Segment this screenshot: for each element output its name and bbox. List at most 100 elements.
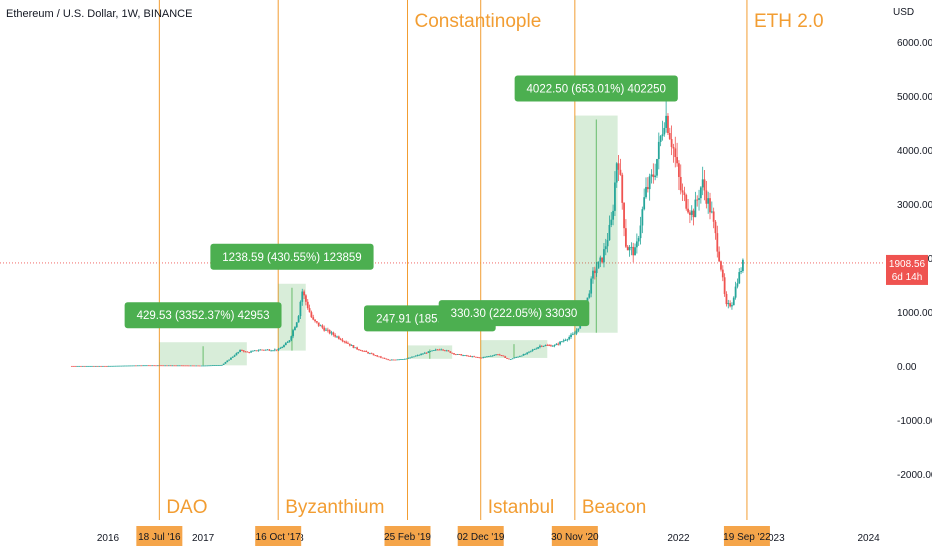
candle-body: [403, 358, 406, 360]
candle-body: [504, 356, 507, 358]
candle-body: [725, 293, 728, 305]
candle-body: [489, 355, 492, 357]
candle-body: [187, 365, 190, 367]
candle-body: [443, 350, 446, 352]
candle-body: [667, 115, 669, 134]
measurement-label-box[interactable]: [210, 243, 374, 270]
candle-body: [336, 336, 338, 338]
candle-body: [156, 365, 159, 367]
candle-body: [734, 286, 737, 298]
candle-body: [681, 190, 684, 193]
candle-body: [343, 341, 346, 342]
candle-body: [641, 209, 644, 226]
candle-body: [341, 339, 344, 342]
candle-body: [257, 350, 260, 352]
candle-body: [544, 345, 547, 346]
candle-body: [537, 347, 540, 349]
candle-body: [683, 192, 686, 196]
candle-body: [688, 212, 691, 215]
candle-body: [412, 356, 415, 358]
candle-body: [334, 334, 337, 337]
candle-body: [486, 356, 488, 358]
candle-body: [716, 233, 719, 252]
candle-body: [184, 365, 187, 367]
candle-body: [639, 225, 642, 239]
candle-body: [423, 352, 426, 354]
candle-body: [637, 238, 640, 242]
candle-body: [405, 358, 408, 360]
candle-body: [374, 355, 377, 357]
event-label: Byzanthium: [285, 497, 384, 518]
candle-body: [345, 341, 348, 343]
candle-body: [520, 355, 523, 357]
candle-body: [151, 365, 154, 367]
candle-body: [326, 329, 329, 331]
candle-body: [209, 365, 212, 367]
candle-body: [87, 365, 90, 367]
candle-body: [352, 345, 355, 348]
candle-body: [235, 353, 238, 356]
candle-body: [465, 355, 468, 357]
candle-body: [451, 352, 454, 354]
candle-body: [358, 349, 360, 351]
candle-body: [632, 246, 635, 256]
candle-body: [643, 197, 646, 210]
measurement-label-box[interactable]: [514, 75, 678, 102]
event-date-tag: [551, 526, 598, 546]
candle-body: [491, 355, 494, 357]
bar-countdown: 6d 14h: [892, 272, 923, 283]
candle-body: [134, 365, 137, 367]
candle-body: [94, 365, 97, 367]
candle-body: [178, 365, 181, 367]
candle-body: [597, 261, 600, 269]
candle-body: [707, 198, 710, 204]
candle-body: [100, 365, 103, 367]
candle-body: [244, 351, 247, 353]
event-date-tag: [384, 526, 431, 546]
currency-label: USD: [893, 7, 914, 18]
candle-body: [718, 251, 721, 262]
measurement-label-box[interactable]: [438, 300, 590, 327]
candle-body: [555, 343, 558, 346]
candle-body: [365, 350, 368, 353]
candle-body: [624, 228, 627, 247]
candle-body: [705, 190, 708, 204]
candle-body: [714, 221, 717, 234]
candle-body: [550, 345, 552, 347]
candle-body: [553, 345, 556, 346]
candle-body: [416, 355, 419, 356]
candle-body: [663, 127, 666, 135]
candle-body: [266, 349, 269, 351]
candle-body: [610, 219, 613, 225]
candle-body: [588, 293, 591, 298]
candle-body: [191, 365, 194, 367]
candle-body: [484, 356, 487, 358]
candle-body: [98, 365, 101, 367]
candle-body: [72, 365, 75, 367]
candle-body: [363, 350, 366, 352]
candle-body: [740, 271, 742, 273]
candle-body: [511, 358, 514, 360]
candle-body: [306, 301, 309, 309]
candle-body: [387, 359, 390, 361]
candle-body: [659, 136, 662, 142]
candle-body: [288, 340, 291, 343]
candle-body: [478, 357, 481, 359]
candle-body: [619, 169, 622, 175]
measurement-label-box[interactable]: [124, 302, 282, 329]
candle-body: [562, 340, 565, 342]
candle-body: [261, 349, 263, 351]
candle-body: [262, 349, 265, 351]
candle-body: [193, 365, 196, 367]
candle-body: [297, 316, 300, 323]
candle-body: [275, 349, 278, 351]
candle-body: [672, 146, 675, 149]
candle-body: [74, 365, 77, 367]
y-tick-label: -2000.00: [897, 470, 932, 481]
candle-body: [595, 268, 598, 274]
candle-body: [603, 249, 605, 263]
candle-body: [392, 359, 395, 361]
candle-body: [656, 159, 658, 176]
candle-body: [264, 349, 267, 351]
